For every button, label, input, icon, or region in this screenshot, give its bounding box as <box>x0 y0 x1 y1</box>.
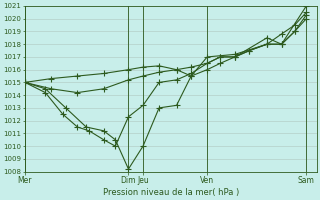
X-axis label: Pression niveau de la mer( hPa ): Pression niveau de la mer( hPa ) <box>103 188 239 197</box>
